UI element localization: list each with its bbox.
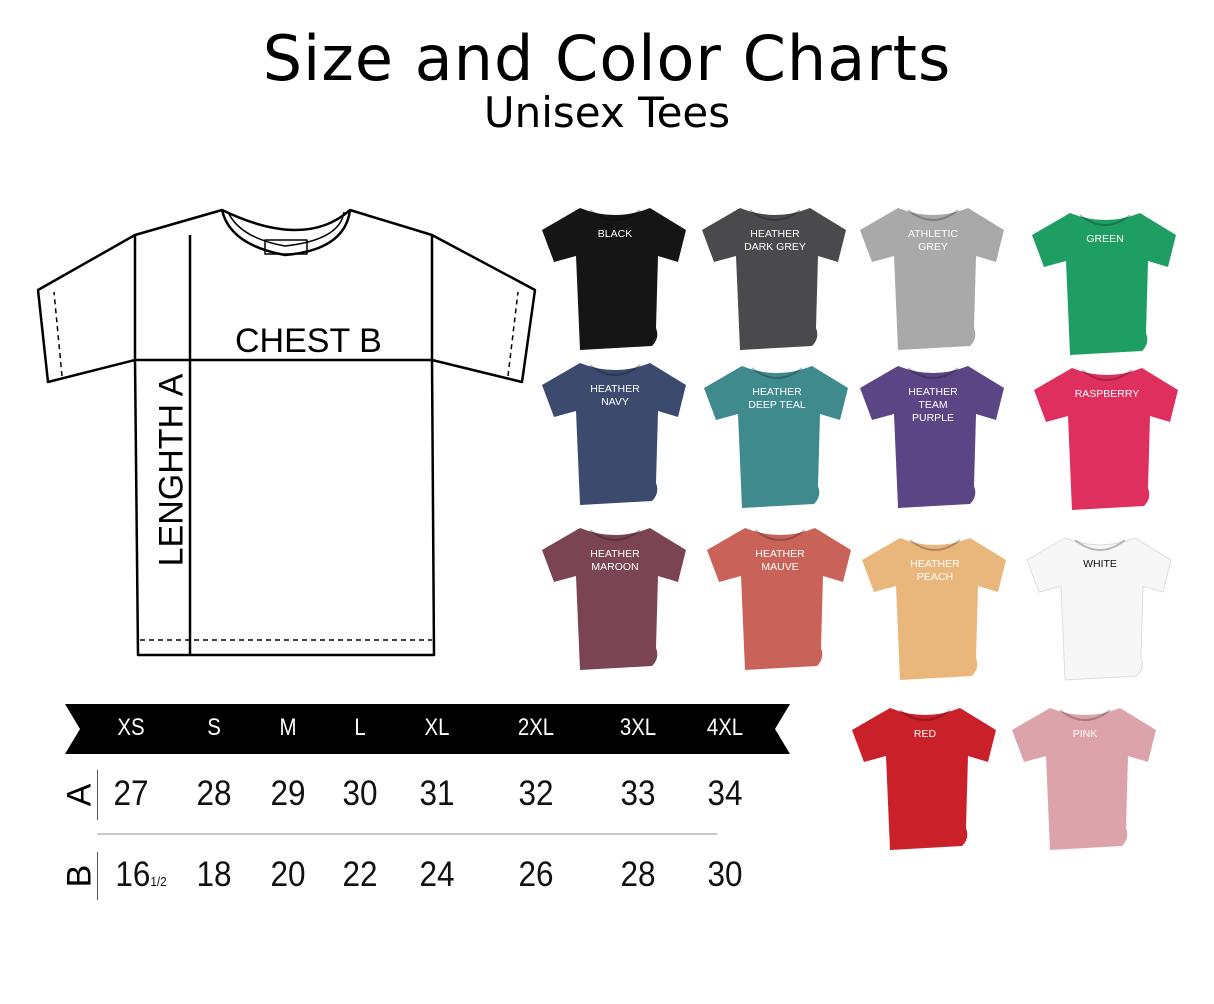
cell-value: 24 [419,855,455,894]
color-swatch-heather-peach: HEATHER PEACH [860,530,1010,680]
color-name: ATHLETIC GREY [908,228,958,253]
tshirt-icon [852,708,996,850]
color-name: HEATHER PEACH [910,558,960,583]
size-header-banner [65,704,790,754]
size-header-xs: XS [117,714,145,741]
row-label-a: A [60,783,99,807]
tshirt-icon [860,208,1004,350]
tshirt-icon [702,208,846,350]
cell-a-4xl: 34 [707,774,742,814]
color-name: HEATHER MAROON [590,548,640,573]
tshirt-icon [542,208,686,350]
color-name: HEATHER DEEP TEAL [748,386,806,411]
color-swatch-heather-mauve: HEATHER MAUVE [705,520,855,670]
cell-b-m: 20 [270,855,305,895]
cell-value: 31 [419,774,455,813]
color-name: RED [913,728,937,740]
size-header-m: M [279,714,297,741]
cell-a-xs: 27 [113,774,148,814]
tshirt-icon [1034,368,1178,510]
color-name: BLACK [597,228,633,240]
cell-a-m: 29 [270,774,305,814]
size-header-2xl: 2XL [517,714,555,741]
color-swatch-heather-maroon: HEATHER MAROON [540,520,690,670]
color-swatch-heather-team-purple: HEATHER TEAM PURPLE [858,358,1008,508]
cell-value: 18 [196,855,232,894]
tshirt-measurement-diagram [36,208,537,657]
tshirt-icon [542,528,686,670]
cell-b-xl: 24 [419,855,454,895]
size-header-3xl: 3XL [619,714,657,741]
color-name: HEATHER MAUVE [755,548,805,573]
cell-value: 28 [196,774,232,813]
tshirt-icon [862,538,1006,680]
color-swatch-green: GREEN [1030,205,1180,355]
cell-b-l: 22 [342,855,377,895]
cell-value: 33 [620,774,656,813]
color-swatch-white: WHITE [1025,530,1175,681]
row-separator [97,833,717,835]
cell-value: 16 [115,855,151,894]
color-swatch-red: RED [850,700,1000,850]
cell-b-4xl: 30 [707,855,742,895]
color-swatch-heather-dark-grey: HEATHER DARK GREY [700,200,850,350]
row-divider-a [97,770,98,820]
color-swatch-athletic-grey: ATHLETIC GREY [858,200,1008,350]
color-name: WHITE [1083,558,1117,570]
cell-value: 30 [707,855,743,894]
size-header-s: S [207,714,221,741]
color-swatch-raspberry: RASPBERRY [1032,360,1182,510]
fraction: 1/2 [150,874,167,889]
cell-a-3xl: 33 [620,774,655,814]
row-divider-b [97,852,98,900]
color-swatch-pink: PINK [1010,700,1160,850]
chest-label: CHEST B [235,322,382,360]
cell-value: 28 [620,855,656,894]
tshirt-icon [707,528,851,670]
color-name: RASPBERRY [1074,388,1140,400]
page-subtitle: Unisex Tees [483,88,731,137]
cell-a-l: 30 [342,774,377,814]
cell-value: 20 [270,855,306,894]
neck-label [264,239,308,255]
cell-value: 29 [270,774,306,813]
color-name: HEATHER DARK GREY [744,228,806,253]
collar [220,209,352,257]
tshirt-icon [1026,537,1172,681]
shirt-outline [36,208,537,657]
cell-b-2xl: 26 [518,855,553,895]
tshirt-icon [1012,708,1156,850]
cell-a-s: 28 [196,774,231,814]
size-header-l: L [354,714,366,741]
cell-value: 34 [707,774,743,813]
cell-a-2xl: 32 [518,774,553,814]
collar-inner [227,211,345,247]
size-header-4xl: 4XL [706,714,744,741]
cell-a-xl: 31 [419,774,454,814]
color-name: HEATHER NAVY [590,383,640,408]
cell-value: 26 [518,855,554,894]
cell-b-3xl: 28 [620,855,655,895]
cell-value: 27 [113,774,149,813]
color-swatch-black: BLACK [540,200,690,350]
size-header-xl: XL [424,714,450,741]
tshirt-icon [542,363,686,505]
cell-value: 30 [342,774,378,813]
color-name: GREEN [1086,233,1124,245]
color-name: HEATHER TEAM PURPLE [908,386,958,424]
cell-value: 32 [518,774,554,813]
tshirt-icon [704,366,848,508]
row-label-b: B [60,864,99,888]
color-name: PINK [1072,728,1098,740]
color-swatch-heather-navy: HEATHER NAVY [540,355,690,505]
tshirt-icon [1032,213,1176,355]
cell-b-xs: 161/2 [115,855,166,895]
tshirt-icon [860,366,1004,508]
cell-b-s: 18 [196,855,231,895]
color-swatch-heather-deep-teal: HEATHER DEEP TEAL [702,358,852,508]
cell-value: 22 [342,855,378,894]
page-title: Size and Color Charts [262,22,952,95]
